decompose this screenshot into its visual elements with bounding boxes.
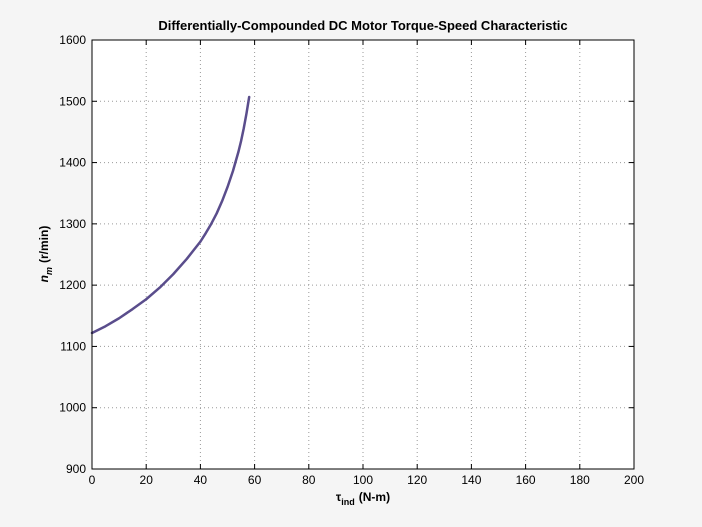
y-axis-subscript: m	[44, 267, 54, 275]
y-axis-symbol: n	[37, 275, 51, 282]
x-axis-subscript: ind	[341, 497, 355, 507]
x-tick-label: 0	[89, 473, 96, 487]
x-tick-label: 40	[194, 473, 208, 487]
y-tick-label: 1400	[59, 156, 86, 170]
y-tick-label: 1300	[59, 217, 86, 231]
y-tick-label: 1600	[59, 33, 86, 47]
x-tick-label: 140	[461, 473, 481, 487]
x-tick-label: 80	[302, 473, 316, 487]
y-axis-unit: (r/min)	[37, 226, 51, 263]
x-axis-label: τind (N-m)	[336, 490, 390, 507]
y-tick-label: 1000	[59, 401, 86, 415]
x-tick-label: 100	[353, 473, 373, 487]
x-axis-unit: (N-m)	[359, 490, 390, 504]
x-tick-label: 160	[516, 473, 536, 487]
chart-title: Differentially-Compounded DC Motor Torqu…	[158, 18, 567, 33]
y-tick-label: 900	[66, 462, 86, 476]
x-tick-label: 60	[248, 473, 262, 487]
series-line	[90, 95, 251, 335]
tick-labels-layer: 0 20 40 60 80 100 120 140 160 180 200 900 1000 1100 12…	[59, 33, 644, 487]
y-tick-label: 1100	[60, 339, 86, 353]
series-layer	[90, 95, 251, 335]
y-tick-label: 1500	[59, 94, 86, 108]
ticks-layer	[91, 39, 635, 470]
plot-area	[92, 40, 634, 469]
x-axis-symbol: τ	[336, 490, 342, 504]
x-tick-label: 120	[407, 473, 427, 487]
x-tick-label: 200	[624, 473, 644, 487]
y-tick-label: 1200	[59, 278, 86, 292]
x-tick-label: 20	[140, 473, 154, 487]
x-tick-label: 180	[570, 473, 590, 487]
y-axis-label: nm (r/min)	[37, 226, 54, 283]
